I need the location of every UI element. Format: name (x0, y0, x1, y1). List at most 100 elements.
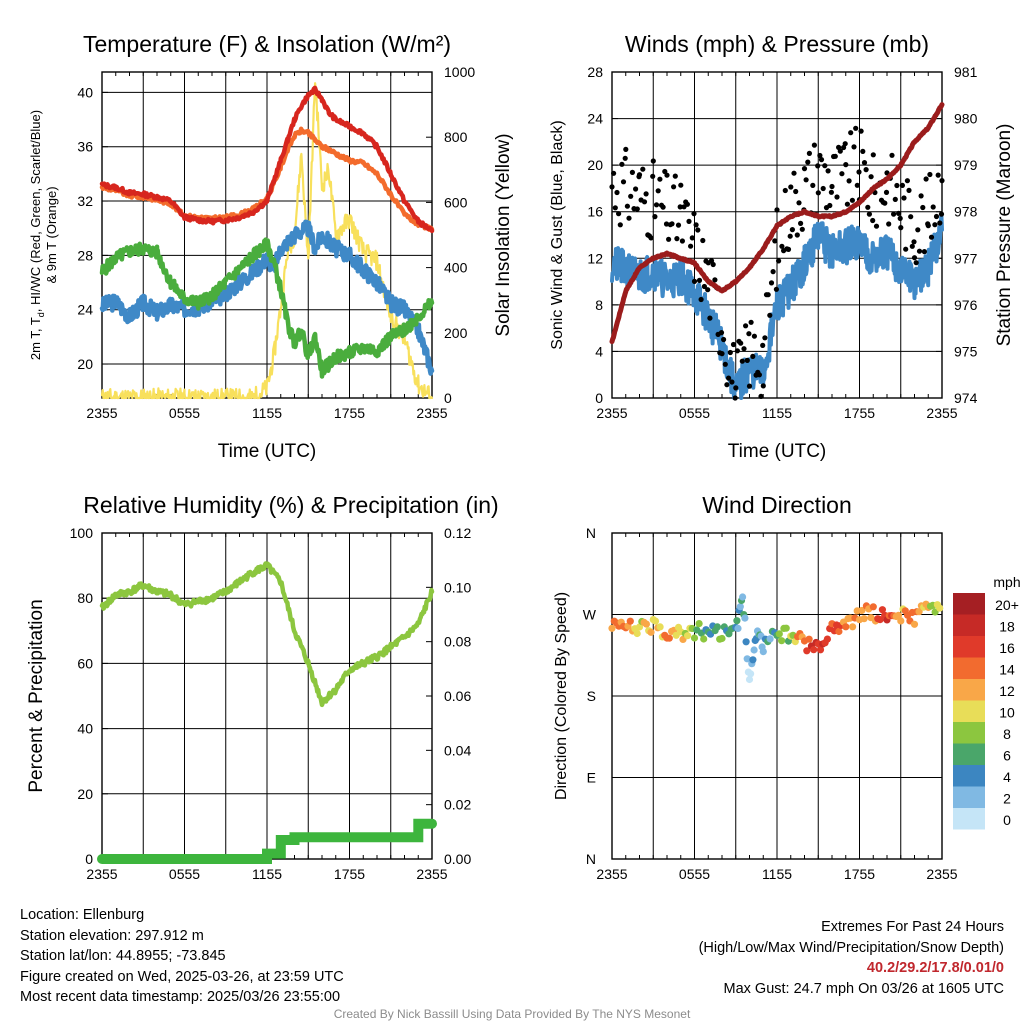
gust-point (894, 182, 900, 189)
gust-point (935, 172, 941, 178)
gust-point (892, 196, 898, 202)
gust-point (760, 383, 766, 389)
direction-point (842, 623, 850, 631)
direction-point (766, 635, 774, 643)
direction-point (665, 634, 673, 642)
direction-point (860, 615, 868, 623)
elevation-text: Station elevation: 297.912 m (20, 927, 204, 944)
direction-point (747, 670, 755, 678)
x-tick-label: 0555 (169, 866, 200, 882)
gust-point (915, 227, 921, 233)
gust-point (913, 260, 919, 266)
legend-label: 4 (1003, 769, 1011, 785)
gust-point (672, 173, 678, 179)
gust-point (906, 187, 912, 193)
gust-point (911, 239, 917, 245)
gust-point (664, 172, 670, 178)
direction-point (741, 614, 749, 622)
direction-point (910, 620, 919, 628)
gust-point (623, 146, 629, 152)
gust-point (633, 186, 639, 192)
created-text: Figure created on Wed, 2025-03-26, at 23… (20, 968, 344, 985)
gust-point (839, 171, 845, 177)
gust-point (825, 168, 831, 174)
x-tick-label: 0555 (169, 405, 200, 421)
gust-point (657, 176, 663, 182)
gust-point (793, 188, 799, 195)
panel-wind-direction: 2355 0555 1155 1755 2355 Wind Direction N E S W N D… (553, 492, 1021, 882)
y-axis-label: Direction (Colored By Speed) (553, 592, 570, 800)
pressure-line (609, 102, 945, 345)
y-right-tick-label: 1000 (444, 64, 475, 80)
direction-point (869, 603, 877, 611)
x-tick-label: 1155 (762, 405, 792, 421)
gust-point (832, 153, 838, 159)
gust-point (622, 155, 628, 161)
station-info: Location: Ellenburg Station elevation: 2… (20, 905, 344, 1008)
gust-point (650, 173, 656, 179)
gust-point (911, 255, 918, 261)
direction-point (823, 635, 832, 643)
temp-2m-line (99, 85, 435, 234)
gust-point (640, 166, 646, 172)
y-right-tick-label: 0 (444, 390, 452, 406)
gust-point (938, 211, 945, 217)
gust-point (724, 382, 730, 388)
legend-swatch (953, 700, 985, 722)
direction-point (734, 624, 742, 633)
y-axis-label: Percent & Precipitation (26, 599, 47, 792)
legend-label: 16 (999, 640, 1015, 656)
gust-point (822, 163, 828, 169)
gust-point (688, 243, 694, 249)
gust-point (806, 150, 813, 156)
gust-point (908, 214, 914, 220)
gust-point (774, 207, 780, 213)
y-right-tick-label: 974 (954, 390, 978, 406)
gust-point (616, 211, 622, 217)
gust-point (722, 361, 728, 367)
y-right-tick-label: 979 (954, 157, 978, 173)
gust-point (660, 204, 666, 210)
legend-swatch (953, 657, 985, 679)
chart-title: Wind Direction (702, 492, 852, 518)
legend-swatch (953, 743, 985, 765)
gust-point (719, 351, 725, 357)
y-tick-label: 20 (77, 786, 93, 802)
y-right-tick-label: 976 (954, 297, 978, 313)
gust-point (773, 286, 780, 292)
gust-point (701, 283, 708, 290)
y-right-axis-label: Solar Insolation (Yellow) (493, 133, 514, 336)
gust-point (803, 177, 809, 183)
gust-point (897, 215, 903, 221)
gust-point (805, 159, 811, 165)
direction-point (733, 617, 741, 625)
direction-point (878, 606, 887, 614)
gust-point (810, 182, 816, 188)
direction-point (810, 646, 818, 654)
y-right-tick-label: 800 (444, 129, 468, 145)
gust-point (655, 188, 661, 194)
x-tick-label: 2355 (926, 866, 957, 882)
direction-point (745, 675, 754, 684)
direction-point (626, 617, 634, 625)
x-axis-label: Time (UTC) (218, 441, 317, 462)
gust-point (933, 213, 940, 220)
gust-point (787, 233, 793, 239)
gust-point (758, 393, 764, 399)
legend-swatch (953, 786, 985, 808)
gust-point (650, 158, 656, 164)
extremes-subtitle: (High/Low/Max Wind/Precipitation/Snow De… (698, 939, 1004, 956)
gust-point (834, 194, 840, 200)
gust-point (609, 184, 615, 190)
direction-point (897, 617, 905, 625)
gust-point (772, 238, 778, 244)
panel-temperature: 2355 0555 1155 1755 2355 Temperature (F) & In… (28, 31, 514, 462)
direction-point (936, 604, 944, 612)
gust-point (611, 170, 617, 176)
gust-point (846, 178, 852, 184)
sonic-wind-line (610, 213, 944, 400)
x-tick-label: 2355 (86, 405, 117, 421)
direction-point (803, 647, 811, 655)
recent-text: Most recent data timestamp: 2025/03/26 2… (20, 989, 341, 1005)
y-tick-label: 12 (587, 250, 603, 266)
